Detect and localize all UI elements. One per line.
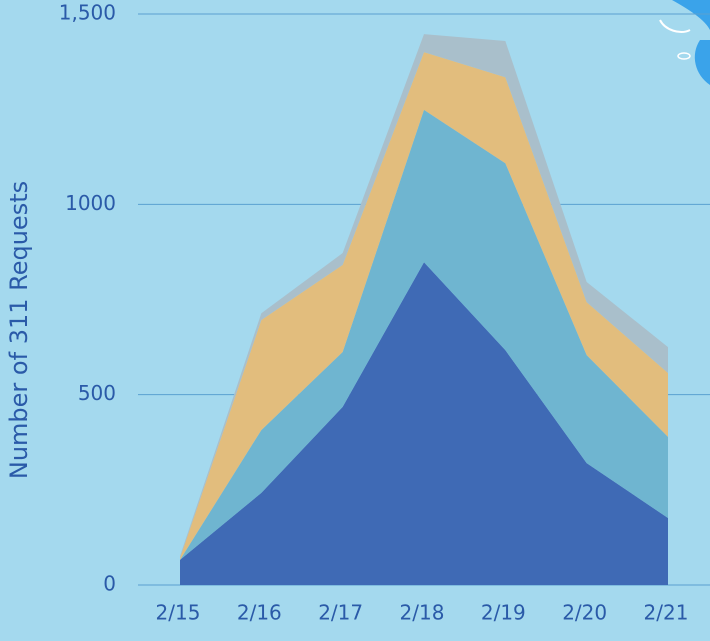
y-tick-label: 1,500: [59, 1, 116, 25]
x-tick-label: 2/18: [400, 601, 445, 625]
y-tick-label: 0: [103, 572, 116, 596]
y-axis-title: Number of 311 Requests: [5, 181, 33, 479]
x-tick-label: 2/15: [156, 601, 201, 625]
x-tick-label: 2/17: [318, 601, 363, 625]
y-tick-label: 1000: [65, 191, 116, 215]
x-tick-label: 2/19: [481, 601, 526, 625]
chart: Number of 311 Requests 0 500 1000 1,500 2/15…: [0, 0, 710, 641]
x-tick-label: 2/21: [644, 601, 689, 625]
splash-decoration: [660, 0, 710, 85]
x-tick-label: 2/20: [562, 601, 607, 625]
x-tick-label: 2/16: [237, 601, 282, 625]
y-tick-label: 500: [78, 381, 116, 405]
